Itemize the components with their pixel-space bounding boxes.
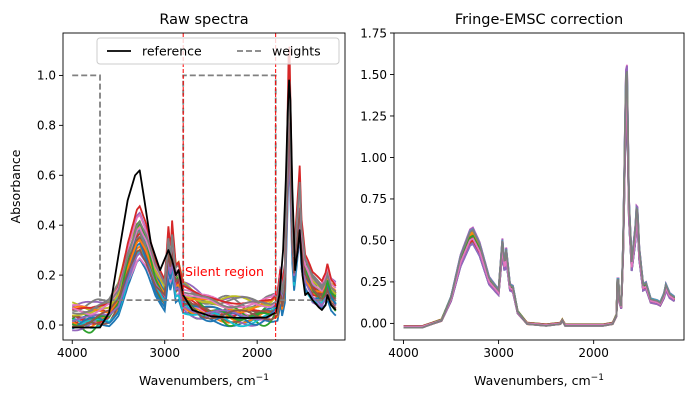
y-tick-label: 0.75 xyxy=(360,192,387,206)
spectrum-line-22 xyxy=(403,82,676,328)
spectrum-line-12 xyxy=(403,78,676,327)
legend-weights-label: weights xyxy=(272,44,321,59)
spectrum-line-4 xyxy=(403,92,675,329)
spectrum-line-28 xyxy=(403,71,676,329)
x-tick-label: 3000 xyxy=(483,346,514,360)
x-tick-label: 4000 xyxy=(57,346,88,360)
spectrum-line-11 xyxy=(71,85,337,323)
x-tick-label: 4000 xyxy=(388,346,419,360)
fringe-emsc-panel: 4000 3000 2000 0.00 0.25 0.50 0.75 1.00 1.25 1.50… xyxy=(360,12,685,388)
x-tick-label: 2000 xyxy=(578,346,609,360)
legend-box xyxy=(96,37,340,65)
spectrum-line-1 xyxy=(403,80,676,328)
spectrum-line-24 xyxy=(403,100,675,328)
y-tick-label: 0.50 xyxy=(360,234,387,248)
legend-reference-label: reference xyxy=(142,44,202,59)
y-tick-label: 0.2 xyxy=(37,268,56,282)
legend: reference weights xyxy=(96,37,340,65)
spectrum-line-6 xyxy=(403,90,675,328)
raw-spectra-title: Raw spectra xyxy=(159,12,248,28)
spectrum-line-5 xyxy=(403,66,676,329)
raw-spectra-ylabel: Absorbance xyxy=(8,149,23,223)
y-tick-label: 1.25 xyxy=(360,109,387,123)
spectrum-line-21 xyxy=(403,109,675,328)
y-tick-label: 0.8 xyxy=(37,119,56,133)
spectrum-line-14 xyxy=(403,94,675,327)
spectrum-line-27 xyxy=(403,95,675,328)
reference-line xyxy=(72,79,337,329)
fringe-emsc-series-group xyxy=(403,64,676,329)
spectrum-line-19 xyxy=(403,81,675,328)
spectrum-line-10 xyxy=(403,86,676,328)
raw-spectra-panel: 4000 3000 2000 0.0 0.2 0.4 0.6 0.8 1.0 Raw spect… xyxy=(8,12,346,388)
spectrum-line-16 xyxy=(403,101,675,327)
spectrum-line-19 xyxy=(72,90,337,317)
spectrum-line-27 xyxy=(72,84,337,316)
spectrum-line-18 xyxy=(403,105,675,328)
spectrum-line-13 xyxy=(403,107,675,327)
raw-spectra-series-group xyxy=(71,33,337,340)
spectrum-line-25 xyxy=(403,108,675,328)
silent-region-annotation: Silent region xyxy=(185,264,264,279)
spectrum-line-2 xyxy=(403,106,675,329)
y-tick-label: 0.0 xyxy=(37,318,56,332)
raw-spectra-ticks: 4000 3000 2000 0.0 0.2 0.4 0.6 0.8 1.0 xyxy=(37,69,273,360)
fringe-emsc-ticks: 4000 3000 2000 0.00 0.25 0.50 0.75 1.00 1.25 1.50… xyxy=(360,26,609,360)
spectrum-line-7 xyxy=(403,64,676,329)
y-tick-label: 0.25 xyxy=(360,275,387,289)
spectrum-line-26 xyxy=(403,94,676,328)
y-tick-label: 1.00 xyxy=(360,151,387,165)
spectrum-line-20 xyxy=(403,71,676,328)
spectrum-line-13 xyxy=(71,67,337,322)
fringe-emsc-axes-frame xyxy=(393,32,685,341)
y-tick-label: 1.75 xyxy=(360,26,387,40)
spectrum-line-9 xyxy=(403,96,675,328)
spectrum-line-10 xyxy=(72,71,337,329)
spectrum-line-17 xyxy=(403,82,675,329)
x-tick-label: 2000 xyxy=(242,346,273,360)
spectrum-line-23 xyxy=(71,68,337,327)
spectrum-line-23 xyxy=(403,88,676,327)
y-tick-label: 0.6 xyxy=(37,169,56,183)
fringe-emsc-xlabel: Wavenumbers, cm−1 xyxy=(474,373,604,388)
y-tick-label: 0.4 xyxy=(37,218,56,232)
y-tick-label: 0.00 xyxy=(360,317,387,331)
fringe-emsc-title: Fringe-EMSC correction xyxy=(455,12,623,28)
spectrum-line-3 xyxy=(403,69,676,329)
x-tick-label: 3000 xyxy=(149,346,180,360)
spectrum-line-11 xyxy=(403,78,676,328)
spectrum-line-6 xyxy=(72,84,337,321)
spectrum-line-8 xyxy=(403,75,676,328)
raw-spectra-xlabel: Wavenumbers, cm−1 xyxy=(139,373,269,388)
y-tick-label: 1.0 xyxy=(37,69,56,83)
y-tick-label: 1.50 xyxy=(360,68,387,82)
raw-spectra-axes-frame xyxy=(62,32,346,341)
spectrum-line-15 xyxy=(403,65,676,329)
